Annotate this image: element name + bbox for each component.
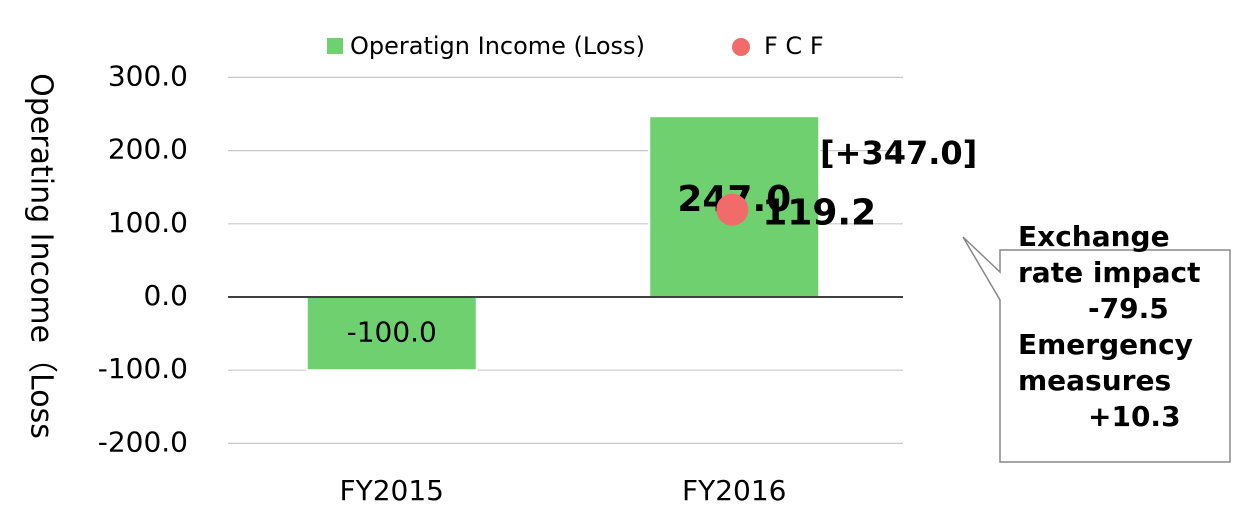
callout-text: Exchange [1018,220,1170,253]
data-label: -100.0 [347,316,437,349]
callout-text: Emergency [1018,328,1193,361]
legend-label: Operatign Income (Loss) [350,32,645,60]
callout-text: +10.3 [1088,400,1181,433]
legend-swatch [327,38,343,54]
legend-swatch [732,38,750,56]
y-tick-label: 200.0 [108,133,188,166]
callout-box [962,236,1231,463]
fcf-point [716,193,749,226]
callout-text: -79.5 [1088,292,1169,325]
x-tick-label: FY2015 [340,474,444,507]
y-tick-label: 100.0 [108,206,188,239]
callout-text: rate impact [1018,256,1201,289]
annotation: [+347.0] [820,134,977,172]
bar [305,296,478,372]
callout-text: measures [1018,364,1171,397]
y-tick-label: -100.0 [98,352,188,385]
y-tick-label: -200.0 [98,425,188,458]
y-tick-label: 300.0 [108,59,188,92]
data-label: 119.2 [762,193,876,234]
legend-label: F C F [764,32,824,60]
y-tick-label: 0.0 [143,279,188,312]
y-axis-label: Operating Income（Loss [24,73,59,439]
x-tick-label: FY2016 [682,474,786,507]
